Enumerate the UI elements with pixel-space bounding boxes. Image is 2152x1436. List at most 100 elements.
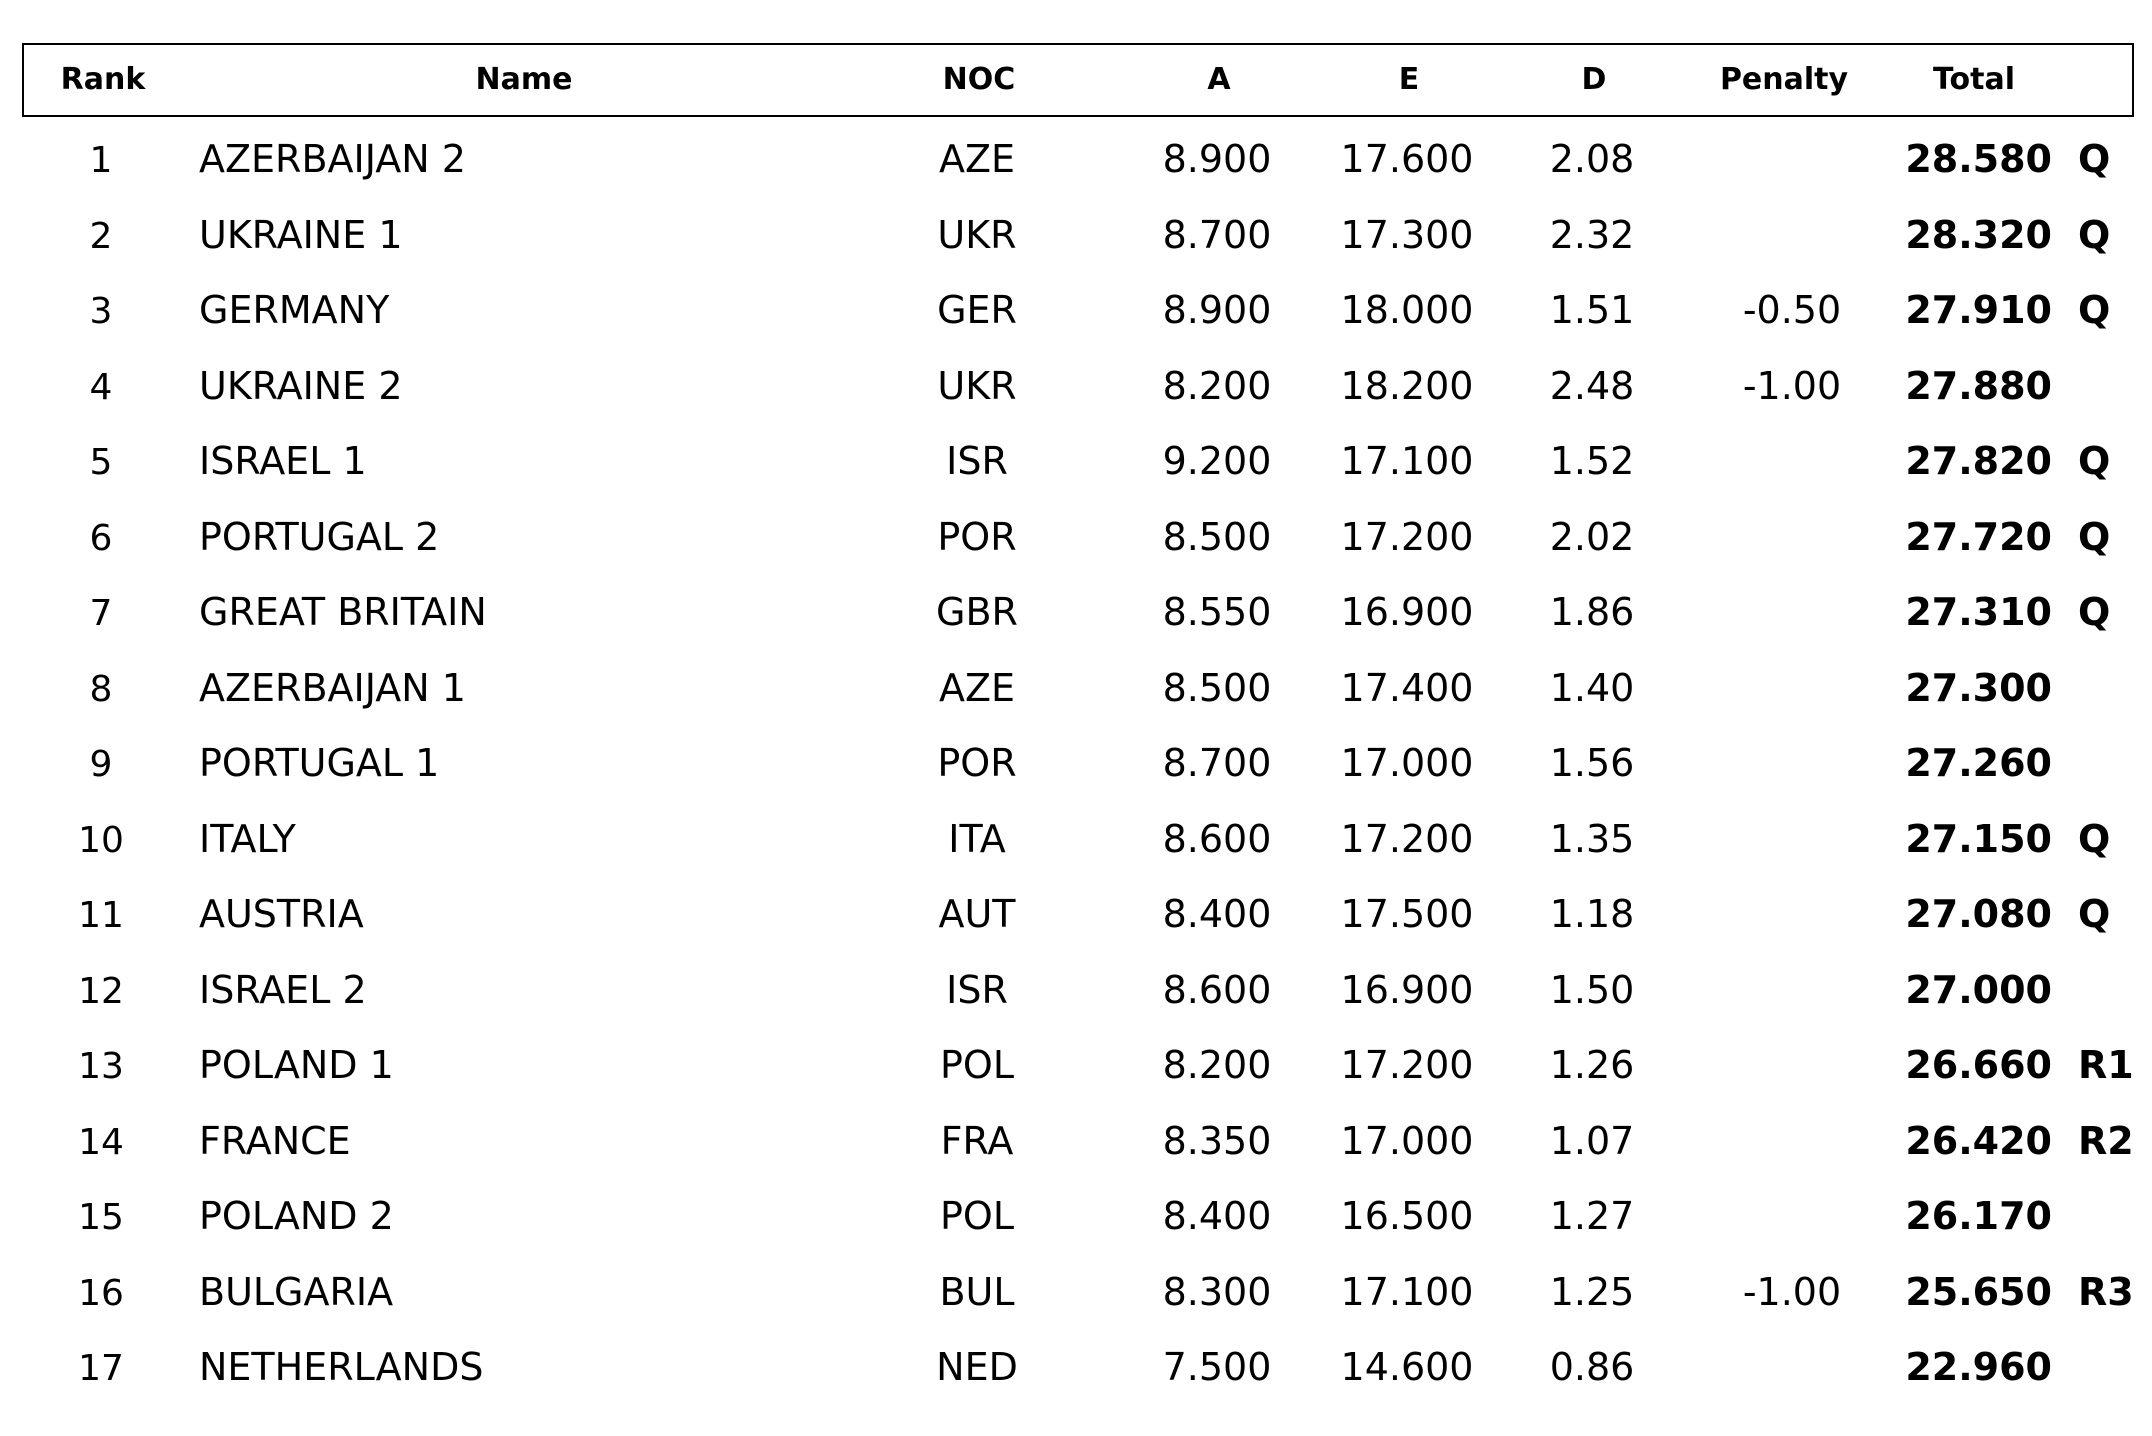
rank-cell: 12	[78, 970, 124, 1012]
header-rank: Rank	[60, 62, 146, 97]
table-body: 1 AZERBAIJAN 2 AZE 8.900 17.600 2.08 28.580 Q 2 U…	[22, 117, 2134, 1401]
table-row: 10 ITALY ITA 8.600 17.200 1.35 27.150 Q	[22, 797, 2134, 873]
total-cell: 26.420	[1905, 1118, 2052, 1163]
qualification-cell: R1	[2078, 1043, 2134, 1087]
qualification-cell: Q	[2078, 816, 2111, 861]
noc-cell: GBR	[936, 590, 1018, 634]
a-score-cell: 8.300	[1162, 1269, 1272, 1314]
header-penalty: Penalty	[1719, 62, 1849, 97]
rank-cell: 13	[78, 1046, 124, 1087]
table-header: Rank Name NOC A E D Penalty Total	[22, 43, 2134, 117]
noc-cell: UKR	[937, 212, 1017, 257]
qualification-cell: Q	[2078, 288, 2111, 332]
name-cell: AZERBAIJAN 1	[199, 665, 466, 710]
qualification-cell	[2052, 948, 2142, 1024]
d-score-cell: 1.40	[1549, 665, 1635, 710]
e-score-cell: 14.600	[1340, 1345, 1474, 1389]
table-row: 11 AUSTRIA AUT 8.400 17.500 1.18 27.080 Q	[22, 872, 2134, 948]
noc-cell: GER	[937, 288, 1017, 332]
rank-cell: 2	[89, 215, 113, 257]
header-d: D	[1581, 62, 1607, 97]
penalty-cell: -0.50	[1742, 288, 1842, 332]
qualification-cell: Q	[2078, 514, 2111, 559]
rank-cell: 6	[89, 517, 113, 559]
qualification-cell: Q	[2078, 590, 2111, 634]
name-cell: FRANCE	[199, 1118, 351, 1163]
a-score-cell: 8.900	[1162, 288, 1272, 332]
total-cell: 26.170	[1905, 1194, 2052, 1238]
rank-cell: 15	[78, 1197, 124, 1238]
table-row: 17 NETHERLANDS NED 7.500 14.600 0.86 22.960	[22, 1325, 2134, 1401]
a-score-cell: 8.200	[1162, 363, 1272, 408]
table-row: 15 POLAND 2 POL 8.400 16.500 1.27 26.170	[22, 1174, 2134, 1250]
noc-cell: ITA	[948, 816, 1006, 861]
name-cell: POLAND 2	[199, 1194, 394, 1238]
e-score-cell: 17.600	[1340, 137, 1474, 181]
e-score-cell: 18.000	[1340, 288, 1474, 332]
noc-cell: BUL	[939, 1269, 1015, 1314]
a-score-cell: 8.500	[1162, 665, 1272, 710]
qualification-cell: R2	[2078, 1118, 2134, 1163]
a-score-cell: 9.200	[1162, 439, 1272, 483]
a-score-cell: 8.400	[1162, 892, 1272, 936]
e-score-cell: 17.100	[1340, 439, 1474, 483]
total-cell: 27.820	[1905, 439, 2052, 483]
noc-cell: POL	[940, 1194, 1014, 1238]
total-cell: 27.260	[1905, 741, 2052, 785]
name-cell: ISRAEL 1	[199, 439, 367, 483]
noc-cell: AUT	[938, 892, 1016, 936]
name-cell: BULGARIA	[199, 1269, 394, 1314]
noc-cell: POR	[937, 514, 1017, 559]
e-score-cell: 17.200	[1340, 816, 1474, 861]
d-score-cell: 1.56	[1549, 741, 1635, 785]
total-cell: 27.310	[1905, 590, 2052, 634]
e-score-cell: 18.200	[1340, 363, 1474, 408]
e-score-cell: 17.100	[1340, 1269, 1474, 1314]
d-score-cell: 1.52	[1549, 439, 1635, 483]
noc-cell: POR	[937, 741, 1017, 785]
qualification-cell: Q	[2078, 137, 2111, 181]
total-cell: 25.650	[1905, 1269, 2052, 1314]
rank-cell: 1	[89, 140, 113, 181]
qualification-cell	[2052, 344, 2142, 420]
a-score-cell: 8.400	[1162, 1194, 1272, 1238]
d-score-cell: 2.48	[1549, 363, 1635, 408]
a-score-cell: 8.500	[1162, 514, 1272, 559]
table-row: 3 GERMANY GER 8.900 18.000 1.51 -0.50 27.910 Q	[22, 268, 2134, 344]
total-cell: 28.580	[1905, 137, 2052, 181]
e-score-cell: 16.900	[1340, 590, 1474, 634]
noc-cell: POL	[940, 1043, 1014, 1087]
name-cell: GREAT BRITAIN	[199, 590, 487, 634]
d-score-cell: 2.08	[1549, 137, 1635, 181]
d-score-cell: 1.35	[1549, 816, 1635, 861]
a-score-cell: 8.700	[1162, 212, 1272, 257]
table-row: 8 AZERBAIJAN 1 AZE 8.500 17.400 1.40 27.300	[22, 646, 2134, 722]
noc-cell: ISR	[946, 967, 1008, 1012]
name-cell: NETHERLANDS	[199, 1345, 484, 1389]
table-row: 13 POLAND 1 POL 8.200 17.200 1.26 26.660 R1	[22, 1023, 2134, 1099]
table-row: 4 UKRAINE 2 UKR 8.200 18.200 2.48 -1.00 27.880	[22, 344, 2134, 420]
d-score-cell: 1.51	[1549, 288, 1635, 332]
e-score-cell: 16.900	[1340, 967, 1474, 1012]
d-score-cell: 1.50	[1549, 967, 1635, 1012]
d-score-cell: 0.86	[1549, 1345, 1635, 1389]
qualification-cell: Q	[2078, 892, 2111, 936]
name-cell: AUSTRIA	[199, 892, 364, 936]
table-row: 6 PORTUGAL 2 POR 8.500 17.200 2.02 27.720 Q	[22, 495, 2134, 571]
header-name: Name	[475, 62, 573, 97]
rank-cell: 4	[89, 366, 113, 408]
a-score-cell: 8.550	[1162, 590, 1272, 634]
table-row: 12 ISRAEL 2 ISR 8.600 16.900 1.50 27.000	[22, 948, 2134, 1024]
e-score-cell: 17.500	[1340, 892, 1474, 936]
table-row: 16 BULGARIA BUL 8.300 17.100 1.25 -1.00 25.650 R…	[22, 1250, 2134, 1326]
total-cell: 26.660	[1905, 1043, 2052, 1087]
noc-cell: ISR	[946, 439, 1008, 483]
rank-cell: 9	[89, 744, 113, 785]
qualification-cell	[2052, 1325, 2142, 1401]
rank-cell: 8	[89, 668, 113, 710]
noc-cell: AZE	[938, 665, 1016, 710]
table-row: 14 FRANCE FRA 8.350 17.000 1.07 26.420 R2	[22, 1099, 2134, 1175]
e-score-cell: 16.500	[1340, 1194, 1474, 1238]
e-score-cell: 17.200	[1340, 1043, 1474, 1087]
rank-cell: 14	[78, 1121, 124, 1163]
